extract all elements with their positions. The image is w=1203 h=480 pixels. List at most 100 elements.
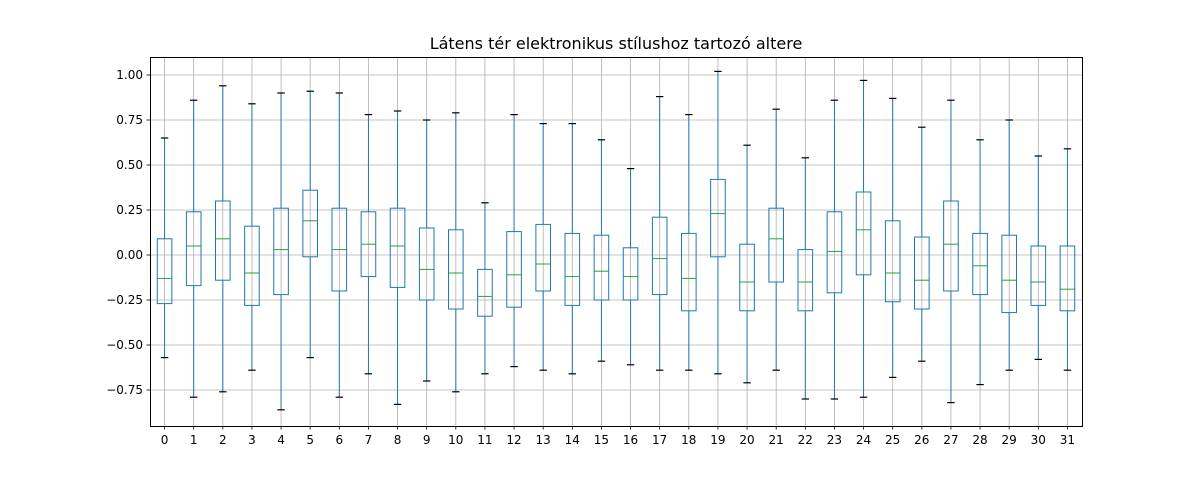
x-tick-label: 16 [623,433,638,447]
y-tick-label: 0.75 [116,113,143,127]
x-tick-label: 8 [394,433,402,447]
box-group [972,139,988,386]
x-tick-label: 28 [972,433,987,447]
x-tick-label: 20 [739,433,754,447]
box-layer [156,70,1076,411]
box-iqr [855,191,872,276]
box-iqr [535,223,551,292]
x-tick-label: 1 [190,433,198,447]
box-iqr [681,232,697,312]
box-group [710,70,726,375]
x-tick-label: 22 [798,433,813,447]
axes-frame [150,57,1083,427]
box-iqr [1001,234,1017,314]
box-group [185,99,202,398]
box-iqr [448,229,464,310]
box-group [622,168,639,366]
x-tick-label: 3 [248,433,256,447]
box-group [360,113,377,375]
box-iqr [564,232,581,306]
x-tick-label: 12 [506,433,521,447]
box-group [564,122,581,375]
box-iqr [593,234,610,301]
x-tick-label: 18 [681,433,696,447]
box-group [448,112,464,393]
box-group [1059,148,1076,371]
chart-title: Látens tér elektronikus stílushoz tartoz… [430,34,803,53]
x-tick-label: 15 [594,433,609,447]
x-tick-label: 14 [565,433,580,447]
x-tick-label: 31 [1060,433,1075,447]
box-group [302,90,318,359]
box-iqr [710,178,726,258]
x-tick-label: 4 [277,433,285,447]
x-tick-label: 10 [448,433,463,447]
x-tick-label: 9 [423,433,431,447]
box-group [943,99,959,404]
box-group [156,137,173,359]
x-tick-label: 26 [914,433,929,447]
box-group [593,139,610,362]
y-tick-label: 0.50 [116,158,143,172]
box-iqr [622,247,639,301]
box-iqr [477,268,493,317]
x-tick-label: 27 [943,433,958,447]
box-iqr [826,211,843,294]
x-tick-label: 24 [856,433,871,447]
box-group [739,144,755,384]
box-group [797,157,814,400]
box-iqr [797,249,814,312]
box-iqr [739,243,755,312]
box-group [884,97,901,378]
y-tick-label: −0.75 [106,383,143,397]
x-tick-label: 23 [827,433,842,447]
box-group [418,119,435,382]
box-iqr [884,220,901,303]
box-iqr [972,232,988,296]
y-tick-label: 0.25 [116,203,143,217]
box-iqr [185,211,202,287]
box-group [535,122,551,371]
box-group [1030,155,1047,360]
box-group [1001,119,1017,371]
box-group [273,92,289,411]
box-iqr [156,238,173,305]
y-tick-label: 1.00 [116,68,143,82]
x-tick-label: 6 [335,433,343,447]
x-tick-label: 17 [652,433,667,447]
x-tick-label: 11 [477,433,492,447]
x-tick-label: 2 [219,433,227,447]
box-group [331,92,348,398]
box-iqr [389,207,406,288]
x-tick-label: 25 [885,433,900,447]
box-group [681,113,697,371]
box-iqr [1030,245,1047,306]
box-group [506,113,522,368]
box-group [651,95,668,371]
box-group [826,99,843,400]
box-iqr [244,225,260,306]
box-iqr [914,236,930,310]
box-group [768,108,784,371]
box-iqr [1059,245,1076,312]
box-group [855,79,872,398]
x-tick-label: 5 [306,433,314,447]
box-iqr [943,200,959,292]
x-tick-label: 29 [1002,433,1017,447]
box-iqr [651,216,668,296]
y-tick-label: −0.25 [106,293,143,307]
box-group [914,126,930,362]
x-tick-label: 0 [161,433,169,447]
x-tick-label: 13 [536,433,551,447]
box-group [215,85,231,393]
box-iqr [506,231,522,308]
y-tick-label: 0.00 [116,248,143,262]
box-iqr [273,207,289,296]
box-group [477,202,493,375]
y-axis-ticks: −0.75 −0.50 −0.25 0.00 0.25 0.50 0.75 1.00 [106,68,150,397]
box-group [244,103,260,371]
x-tick-label: 19 [710,433,725,447]
x-tick-label: 21 [769,433,784,447]
box-iqr [215,200,231,281]
